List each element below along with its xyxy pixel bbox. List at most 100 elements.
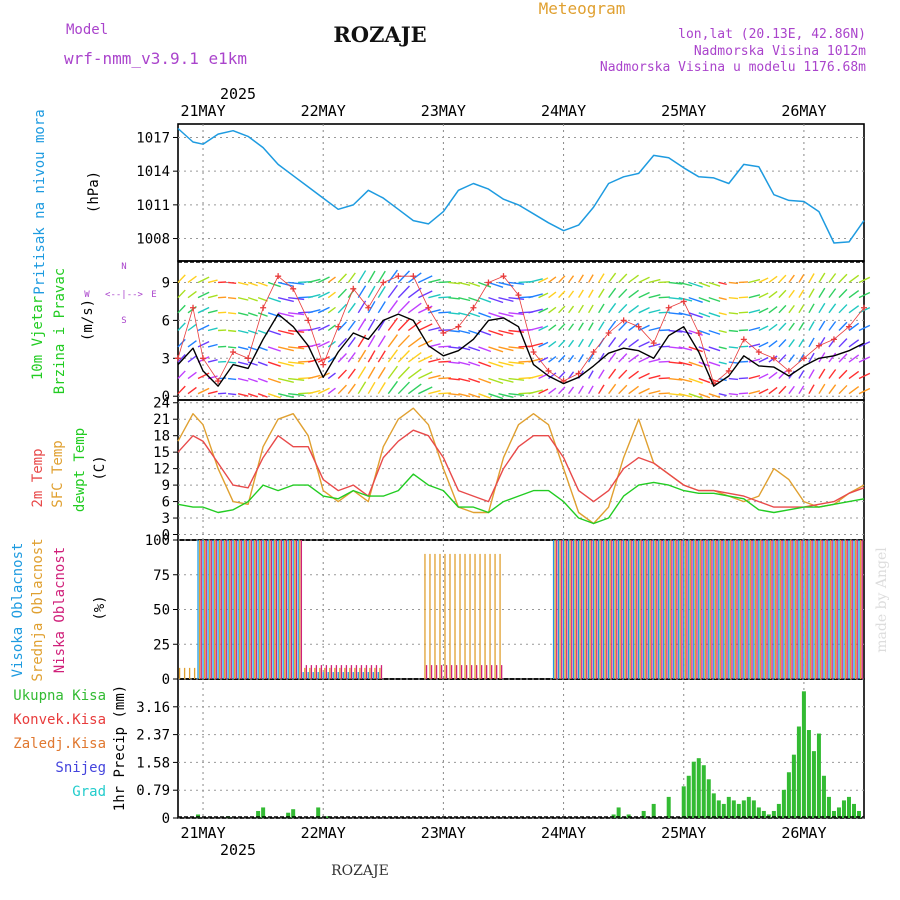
wind-arrow [728, 346, 739, 349]
wind-arrow [587, 322, 594, 331]
wind-arrow [668, 312, 683, 316]
wind-arrow [738, 296, 749, 299]
y-tick-label: 9 [162, 478, 170, 494]
wind-arrow [718, 296, 727, 301]
wind-arrow [468, 377, 481, 383]
precip-bar [686, 775, 691, 818]
wind-gust-line [177, 275, 865, 385]
wind-arrow [598, 303, 605, 314]
wind-arrow [327, 276, 336, 284]
wind-arrow [257, 393, 268, 398]
wind-arrow [367, 350, 376, 363]
wind-arrow [308, 358, 321, 363]
wind-arrow [267, 312, 281, 318]
wind-arrow [858, 276, 871, 284]
precip-bar [731, 800, 736, 818]
wind-arrow [337, 384, 347, 395]
y-tick-label: 3.16 [136, 700, 170, 716]
wind-arrow [708, 281, 721, 287]
wind-arrow [357, 349, 367, 363]
wind-arrow [708, 393, 721, 399]
wind-arrow [548, 387, 557, 395]
wind-arrow [317, 387, 330, 395]
wind-arrow [858, 356, 871, 363]
wind-arrow [798, 338, 805, 348]
wind-arrow [848, 322, 860, 332]
wind-arrow [468, 346, 481, 352]
wind-arrow [488, 346, 504, 353]
wind-arrow [568, 386, 575, 395]
wind-arrow [247, 346, 258, 351]
wind-arrow [448, 329, 460, 333]
precip-bar [766, 814, 771, 818]
wind-arrow [247, 393, 258, 398]
wind-arrow [377, 366, 386, 379]
wind-arrow [558, 386, 566, 395]
wind-arrow [197, 324, 210, 332]
wind-arrow [568, 323, 575, 331]
wind-arrow [698, 393, 711, 399]
model-label: Model [66, 22, 108, 38]
wind-arrow [698, 329, 711, 336]
wind-arrow [428, 358, 441, 363]
wind-arrow [688, 312, 703, 319]
wind-arrow [468, 393, 481, 399]
y-tick-label: 1017 [136, 130, 170, 146]
y-tick-label: 15 [153, 445, 170, 461]
precip-bar [756, 807, 761, 818]
precip-panel [178, 691, 864, 818]
wind-arrow [728, 392, 739, 396]
wind-arrow [538, 277, 549, 284]
wind-arrow [418, 386, 433, 395]
y-tick-label: 6 [162, 313, 170, 329]
wind-arrow [618, 303, 628, 314]
wind-arrow [608, 272, 617, 283]
wind-arrow [337, 273, 347, 283]
wind-arrow [407, 302, 422, 314]
wind-arrow [718, 312, 727, 316]
y-tick-label: 24 [153, 396, 170, 412]
wind-arrow [277, 281, 294, 287]
wind-arrow [277, 377, 294, 383]
wind-arrow [317, 291, 330, 299]
wind-arrow [748, 278, 761, 284]
wind-arrow [658, 392, 670, 395]
wind-arrow [798, 289, 805, 299]
wind-arrow [838, 384, 848, 395]
compass-rose-line: <--|--> [105, 290, 144, 300]
wind-arrow [548, 356, 557, 363]
wind-arrow [577, 274, 584, 283]
wind-arrow [308, 309, 321, 314]
day-label-bottom: 22MAY [301, 824, 346, 842]
wind-arrow [197, 276, 210, 284]
precip-bar [786, 772, 791, 818]
wind-arrow [658, 345, 670, 348]
wind-arrow [407, 336, 422, 348]
wind-arrow [197, 306, 210, 314]
compass-s: S [121, 316, 126, 326]
wind-arrow [688, 329, 703, 336]
precip-bar [801, 691, 806, 818]
wind-arrow [688, 393, 703, 399]
wind-arrow [288, 361, 305, 365]
wind-arrow [758, 388, 769, 395]
wind-arrow [428, 326, 441, 332]
wind-arrow [317, 355, 330, 363]
wind-arrow [658, 281, 670, 284]
wind-arrow [798, 370, 805, 379]
precip-bar [831, 810, 836, 818]
wind-arrow [498, 377, 514, 383]
wind-arrow [758, 325, 769, 332]
wind-arrow [207, 343, 218, 348]
y-tick-label: 3 [162, 511, 170, 527]
y-tick-label: 0 [162, 389, 170, 405]
wind-arrow [577, 322, 584, 331]
wind-arrow [177, 274, 186, 283]
wind-arrow [768, 323, 778, 332]
wind-arrow [317, 340, 330, 348]
precip-legend-item: Ukupna Kisa [13, 688, 106, 704]
wind-arrow [568, 305, 575, 314]
cloud-label-mid: Srednja Oblacnost [30, 538, 46, 681]
precip-bar [796, 726, 801, 818]
wind-arrow [428, 309, 441, 314]
